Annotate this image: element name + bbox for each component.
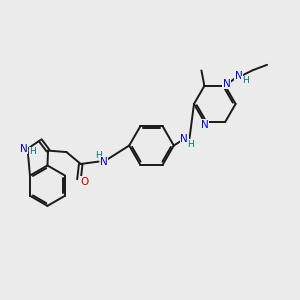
Text: O: O	[80, 177, 88, 187]
Text: H: H	[187, 140, 194, 149]
Text: N: N	[20, 144, 28, 154]
Text: N: N	[235, 70, 242, 80]
Text: H: H	[95, 151, 102, 160]
Text: H: H	[30, 147, 36, 156]
Text: H: H	[242, 76, 248, 85]
Text: N: N	[100, 157, 108, 166]
Text: N: N	[180, 134, 188, 144]
Text: N: N	[200, 120, 208, 130]
Text: N: N	[223, 79, 230, 88]
